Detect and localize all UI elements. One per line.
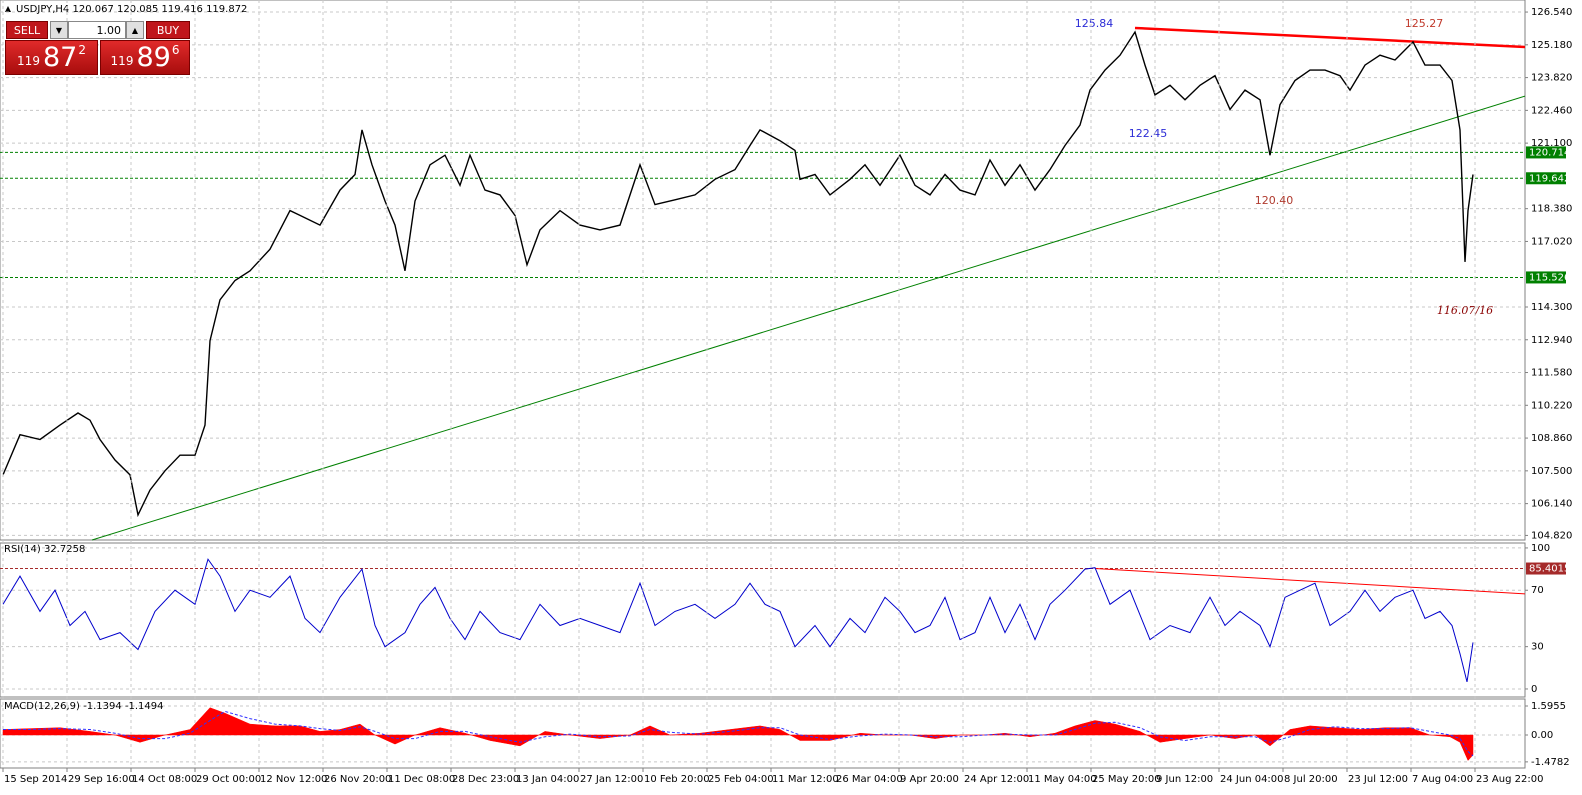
y-tick-label: 126.540 <box>1531 7 1572 18</box>
x-tick-label: 11 Mar 12:00 <box>772 774 839 785</box>
x-tick-label: 9 Jun 12:00 <box>1156 774 1213 785</box>
bid-pips: 87 <box>42 42 78 73</box>
level-label-box <box>1526 271 1566 284</box>
level-label: 115.526 <box>1529 272 1570 283</box>
buy-button[interactable]: BUY <box>146 21 190 39</box>
y-tick-label: -1.4782 <box>1531 757 1570 768</box>
trendline <box>1134 26 1526 49</box>
x-tick-label: 15 Sep 2014 <box>4 774 67 785</box>
x-tick-label: 9 Apr 20:00 <box>900 774 959 785</box>
x-tick-label: 28 Dec 23:00 <box>452 774 519 785</box>
x-tick-label: 26 Mar 04:00 <box>836 774 903 785</box>
y-tick-label: 121.100 <box>1531 138 1572 149</box>
bid-figure: 119 <box>17 54 40 68</box>
bid-fraction: 2 <box>78 43 86 57</box>
y-tick-label: 123.820 <box>1531 73 1572 84</box>
rsi-panel-frame <box>0 542 1526 698</box>
y-tick-label: 70 <box>1531 585 1544 596</box>
lot-input[interactable]: 1.00 <box>68 21 126 39</box>
annotation: 122.45 <box>1129 127 1168 140</box>
x-tick-label: 10 Feb 20:00 <box>644 774 710 785</box>
bid-price[interactable]: 119 87 2 <box>5 40 98 75</box>
x-tick-label: 13 Jan 04:00 <box>516 774 579 785</box>
trendline <box>1094 568 1526 595</box>
y-tick-label: 110.220 <box>1531 400 1572 411</box>
y-tick-label: 30 <box>1531 642 1544 653</box>
x-tick-label: 26 Nov 20:00 <box>324 774 391 785</box>
x-tick-label: 27 Jan 12:00 <box>580 774 643 785</box>
price-panel-frame <box>0 0 1526 541</box>
macd-histogram <box>2 707 1474 761</box>
x-tick-label: 8 Jul 20:00 <box>1284 774 1338 785</box>
trendline <box>91 95 1526 541</box>
level-label: 85.4015 <box>1529 564 1570 575</box>
y-tick-label: 122.460 <box>1531 105 1572 116</box>
panel-title: MACD(12,26,9) -1.1394 -1.1494 <box>4 701 164 712</box>
ask-pips: 89 <box>136 42 171 73</box>
x-tick-label: 14 Oct 08:00 <box>132 774 197 785</box>
x-tick-label: 11 May 04:00 <box>1028 774 1097 785</box>
panel-title: RSI(14) 32.7258 <box>4 544 85 555</box>
annotation: 116.07/16 <box>1437 304 1493 317</box>
ask-figure: 119 <box>110 54 134 68</box>
y-tick-label: 0.00 <box>1531 730 1553 741</box>
x-tick-label: 24 Apr 12:00 <box>964 774 1029 785</box>
y-tick-label: 108.860 <box>1531 433 1572 444</box>
y-tick-label: 125.180 <box>1531 40 1572 51</box>
price-line <box>2 30 1474 518</box>
x-tick-label: 12 Nov 12:00 <box>260 774 327 785</box>
y-tick-label: 117.020 <box>1531 236 1572 247</box>
y-tick-label: 111.580 <box>1531 368 1572 379</box>
y-tick-label: 100 <box>1531 543 1550 554</box>
x-tick-label: 23 Jul 12:00 <box>1348 774 1408 785</box>
signal-line <box>3 710 1474 757</box>
annotation: 125.84 <box>1075 17 1114 30</box>
level-label: 119.642 <box>1529 173 1570 184</box>
y-tick-label: 104.820 <box>1531 530 1572 541</box>
level-label-box <box>1526 562 1566 575</box>
y-tick-label: 106.140 <box>1531 499 1572 510</box>
panel-title: USDJPY,H4 120.067 120.085 119.416 119.87… <box>16 4 247 15</box>
y-tick-label: 118.380 <box>1531 204 1572 215</box>
annotation: 120.40 <box>1255 194 1294 207</box>
sell-button[interactable]: SELL <box>6 21 48 39</box>
y-tick-label: 1.5955 <box>1531 701 1566 712</box>
collapse-icon <box>5 6 11 12</box>
level-label: 120.714 <box>1529 147 1570 158</box>
x-tick-label: 23 Aug 22:00 <box>1476 774 1543 785</box>
x-tick-label: 25 Feb 04:00 <box>708 774 774 785</box>
x-tick-label: 7 Aug 04:00 <box>1412 774 1473 785</box>
x-tick-label: 11 Dec 08:00 <box>388 774 455 785</box>
x-tick-label: 29 Oct 00:00 <box>196 774 261 785</box>
price-line <box>2 558 1474 683</box>
y-tick-label: 112.940 <box>1531 335 1572 346</box>
level-label-box <box>1526 146 1566 159</box>
y-tick-label: 107.500 <box>1531 466 1572 477</box>
y-tick-label: 114.300 <box>1531 302 1572 313</box>
ask-fraction: 6 <box>171 43 180 57</box>
macd-panel-frame <box>0 698 1526 769</box>
lot-up[interactable]: ▲ <box>126 21 144 39</box>
annotation: 125.27 <box>1405 17 1444 30</box>
x-tick-label: 25 May 20:00 <box>1092 774 1161 785</box>
lot-down[interactable]: ▼ <box>50 21 68 39</box>
x-tick-label: 24 Jun 04:00 <box>1220 774 1284 785</box>
y-tick-label: 0 <box>1531 684 1537 695</box>
level-label-box <box>1526 172 1566 185</box>
ask-price[interactable]: 119 89 6 <box>100 40 190 75</box>
x-tick-label: 29 Sep 16:00 <box>68 774 135 785</box>
